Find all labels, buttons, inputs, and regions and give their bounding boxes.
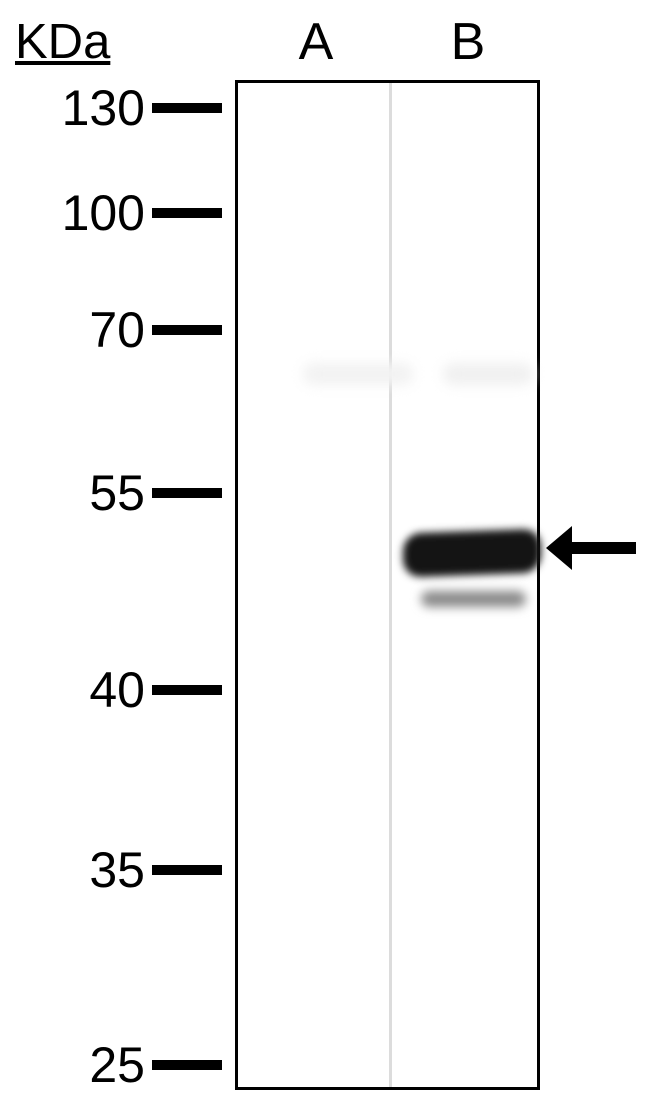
band-indicator-arrow — [0, 0, 650, 1111]
arrow-head-icon — [546, 526, 572, 570]
arrow-shaft — [568, 542, 636, 554]
western-blot-figure: KDa 1301007055403525 AB — [0, 0, 650, 1111]
